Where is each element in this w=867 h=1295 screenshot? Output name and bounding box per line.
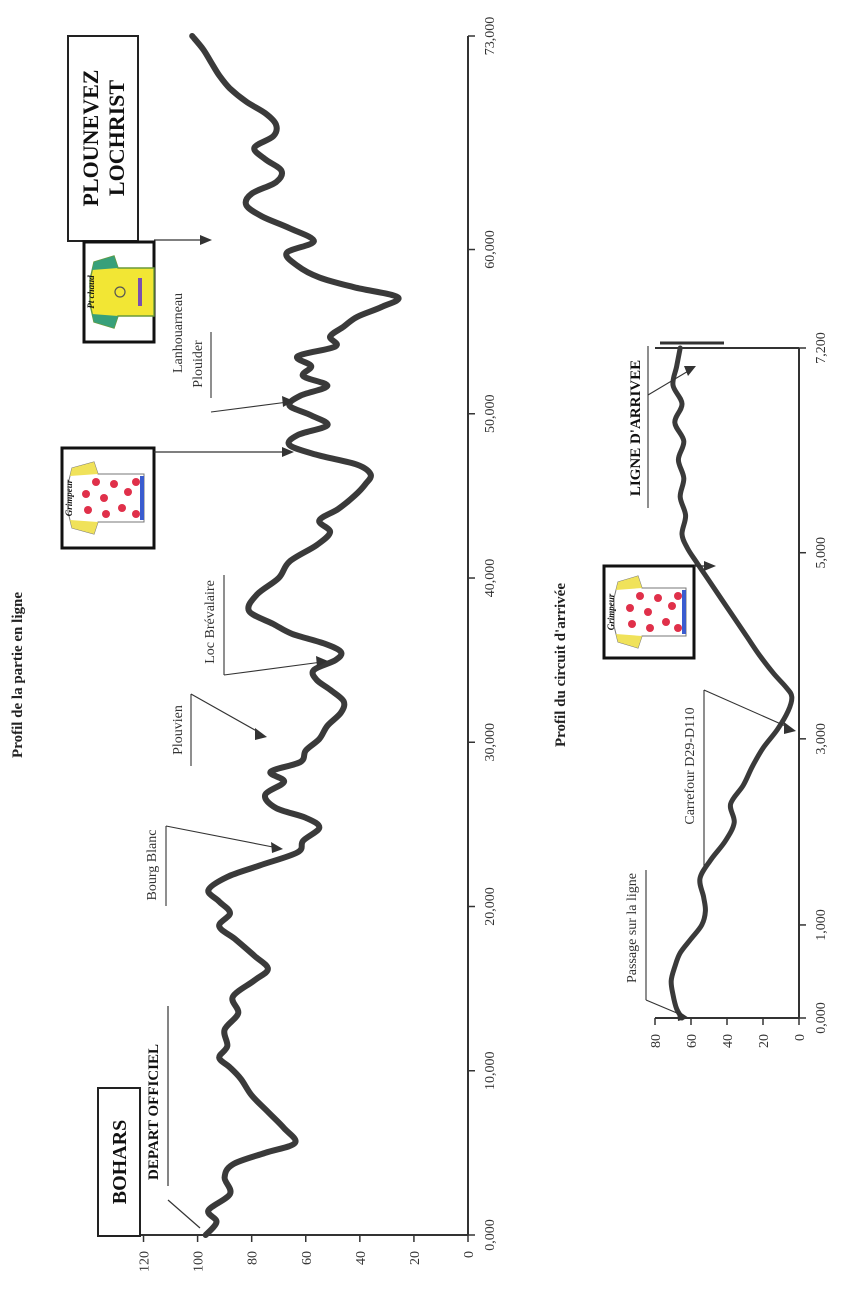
- chart2-x-tick-label: 1,000: [814, 909, 829, 941]
- chart2-x-tick-label: 3,000: [814, 723, 829, 755]
- grimpeur-jersey-1: Grimpeur: [60, 446, 156, 550]
- plouvien-label: Plouvien: [171, 705, 186, 755]
- chart1-x-tick-label: 20,000: [483, 887, 498, 926]
- chart-main-profile: Profil de la partie en ligne 0,000 10,000…: [10, 17, 498, 1272]
- chart1-y-tick-label: 120: [138, 1251, 153, 1272]
- plouvien-leader: [190, 693, 263, 735]
- chart1-title: Profil de la partie en ligne: [10, 592, 26, 758]
- plouider-label: Plouider: [191, 340, 206, 388]
- chart2-y-tick-label: 0: [793, 1034, 808, 1041]
- passage-label: Passage sur la ligne: [625, 873, 640, 983]
- bohars-label: BOHARS: [109, 1120, 131, 1204]
- plounevez-label-line2: LOCHRIST: [104, 80, 129, 196]
- pt-chaud-caption: Pt chaud: [86, 275, 96, 309]
- chart1-x-tick-label: 30,000: [483, 723, 498, 762]
- ligne-arrivee-leader: [647, 369, 691, 396]
- carrefour-arrowhead: [784, 722, 796, 734]
- chart1-x-tick-label: 10,000: [483, 1052, 498, 1091]
- chart1-y-tick-label: 40: [354, 1251, 369, 1265]
- chart1-x-tick-label: 0,000: [483, 1219, 498, 1251]
- grimpeur-caption-2: Grimpeur: [606, 593, 616, 630]
- chart1-y-tick-label: 60: [300, 1251, 315, 1265]
- bourg-blanc-arrowhead: [271, 842, 283, 853]
- chart1-x-tick-label: 50,000: [483, 395, 498, 434]
- chart2-y-tick-label: 20: [757, 1034, 772, 1048]
- plouvien-arrowhead: [255, 728, 267, 740]
- plounevez-box: PLOUNEVEZ LOCHRIST: [67, 35, 139, 242]
- carrefour-label: Carrefour D29-D110: [683, 707, 698, 824]
- plounevez-label-line1: PLOUNEVEZ: [78, 70, 103, 207]
- grimpeur-arrowhead-2: [704, 561, 716, 571]
- ligne-arrivee-label: LIGNE D'ARRIVEE: [628, 360, 644, 496]
- chart2-x-tick-label: 7,200: [814, 332, 829, 364]
- ligne-arrivee-arrowhead: [684, 366, 696, 376]
- chart1-y-tick-label: 80: [246, 1251, 261, 1265]
- lanhouarneau-label: Lanhouarneau: [171, 293, 186, 373]
- bourg-blanc-leader: [165, 825, 279, 849]
- chart2-y-tick-label: 80: [649, 1034, 664, 1048]
- carrefour-leader: [703, 689, 791, 729]
- chart1-y-tick-label: 20: [408, 1251, 423, 1265]
- grimpeur-jersey-2: Grimpeur: [602, 564, 696, 660]
- chart2-y-tick-label: 60: [685, 1034, 700, 1048]
- chart-finish-circuit: Profil du circuit d'arrivée 0,000 1,000 3,…: [553, 332, 829, 1048]
- loc-brevalaire-label: Loc Brévalaire: [203, 580, 218, 664]
- plouider-leader: [210, 401, 289, 413]
- chart1-x-tick-label: 40,000: [483, 559, 498, 598]
- grimpeur-arrowhead-1: [282, 447, 294, 457]
- pt-chaud-arrowhead: [200, 235, 212, 245]
- chart1-elevation-line: [189, 33, 402, 1238]
- chart1-x-tick-label: 60,000: [483, 230, 498, 269]
- chart2-x-tick-label: 0,000: [814, 1002, 829, 1034]
- grimpeur-caption-1: Grimpeur: [64, 479, 74, 516]
- pt-chaud-jersey: Pt chaud: [82, 240, 156, 344]
- loc-brevalaire-leader: [223, 661, 323, 676]
- depart-leader: [167, 1199, 201, 1229]
- plouider-arrowhead: [282, 396, 294, 407]
- chart2-title: Profil du circuit d'arrivée: [553, 583, 569, 747]
- bohars-box: BOHARS: [97, 1087, 141, 1237]
- passage-arrowhead: [677, 1010, 689, 1021]
- chart1-y-tick-label: 100: [192, 1251, 207, 1272]
- chart2-y-tick-label: 40: [721, 1034, 736, 1048]
- chart2-x-tick-label: 5,000: [814, 537, 829, 569]
- chart1-y-tick-label: 0: [462, 1251, 477, 1258]
- chart2-elevation-line: [668, 345, 795, 1021]
- depart-officiel-label: DEPART OFFICIEL: [146, 1044, 162, 1180]
- bourg-blanc-label: Bourg Blanc: [145, 830, 160, 901]
- loc-brevalaire-arrowhead: [316, 656, 328, 667]
- chart1-x-tick-label: 73,000: [483, 17, 498, 56]
